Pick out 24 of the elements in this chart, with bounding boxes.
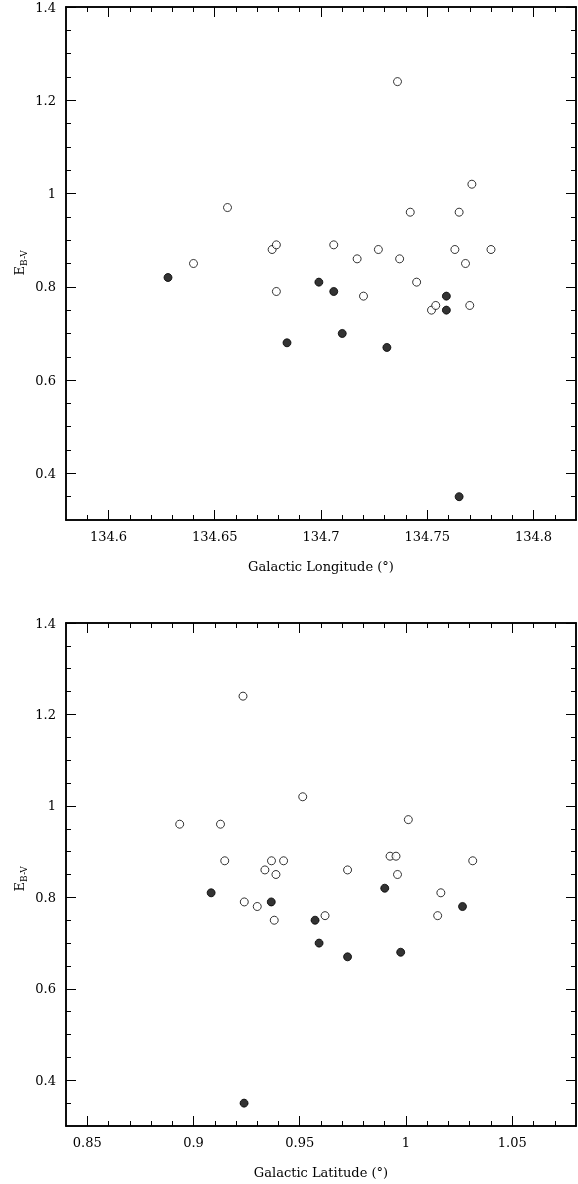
x-tick-label: 134.7 (302, 529, 340, 544)
y-tick-label: 0.4 (35, 465, 56, 481)
x-tick-label: 134.6 (89, 529, 128, 544)
y-tick-label: 1.2 (35, 92, 56, 108)
x-tick-label: 0.9 (183, 1135, 204, 1150)
y-tick-label: 0.4 (35, 1072, 56, 1088)
y-tick-label: 0.6 (35, 981, 56, 997)
x-axis-title: Galactic Latitude (°) (253, 1165, 389, 1180)
x-tick-label: 1 (401, 1135, 411, 1150)
x-tick-label: 0.95 (285, 1135, 315, 1150)
y-tick-label: 1 (47, 186, 56, 202)
y-tick-label: 0.8 (35, 279, 56, 295)
x-tick-label: 134.8 (514, 529, 553, 544)
y-tick-label: 1.2 (35, 706, 56, 722)
x-tick-label: 134.65 (192, 529, 238, 544)
y-tick-label: 0.6 (35, 372, 56, 388)
y-tick-label: 1.4 (35, 0, 56, 15)
x-axis-title: Galactic Longitude (°) (248, 559, 394, 574)
x-tick-label: 134.75 (404, 529, 450, 544)
x-tick-label: 1.05 (497, 1135, 527, 1150)
y-tick-label: 1 (47, 798, 56, 814)
x-tick-label: 0.85 (72, 1135, 102, 1150)
y-tick-label: 0.8 (35, 889, 56, 905)
y-tick-label: 1.4 (35, 615, 56, 631)
